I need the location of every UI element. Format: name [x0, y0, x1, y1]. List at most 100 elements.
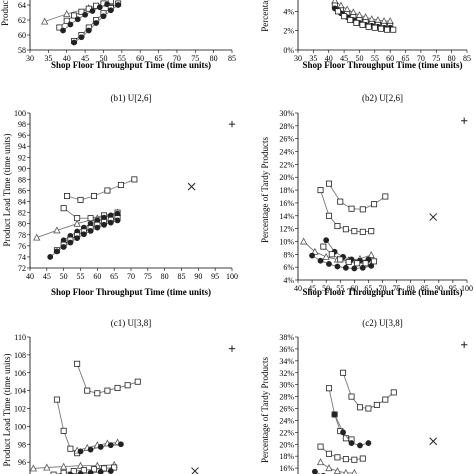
x-tick-label: 50	[322, 284, 330, 293]
data-point	[74, 16, 81, 23]
y-tick-label: 82	[18, 209, 26, 218]
data-point	[78, 8, 85, 15]
data-point	[74, 215, 81, 222]
data-point	[337, 1, 345, 9]
y-tick-label: 102	[14, 405, 26, 414]
data-point	[342, 264, 349, 271]
y-tick-label: 12%	[279, 225, 294, 234]
x-tick-label: 70	[127, 272, 135, 281]
data-point	[60, 244, 67, 250]
x-tick-label: 80	[448, 54, 456, 63]
data-point	[342, 456, 349, 463]
series-1	[74, 360, 141, 397]
data-point	[67, 445, 74, 452]
series-5	[320, 243, 378, 267]
x-tick-label: 35	[309, 54, 317, 63]
series-6	[50, 464, 118, 474]
x-tick-label: 90	[194, 272, 202, 281]
x-tick-label: 60	[386, 54, 394, 63]
x-tick-label: 45	[81, 54, 89, 63]
y-tick-label: 22%	[279, 428, 294, 437]
y-tick-label: 100	[14, 422, 26, 431]
data-point	[67, 239, 74, 246]
data-point	[325, 450, 332, 457]
x-axis-label: Shop Floor Throughput Time (time units)	[303, 60, 463, 70]
y-tick-label: 100	[14, 109, 26, 118]
data-point	[33, 233, 41, 241]
data-point	[349, 8, 357, 16]
data-point	[87, 446, 94, 453]
data-point	[312, 468, 318, 474]
data-point	[117, 181, 124, 188]
series-line	[56, 217, 118, 251]
data-point	[365, 405, 372, 412]
series-5	[316, 458, 358, 474]
data-point	[107, 0, 114, 5]
data-point	[362, 260, 369, 267]
x-tick-label: 100	[226, 272, 238, 281]
data-point	[107, 442, 114, 449]
x-tick-label: 75	[191, 54, 199, 63]
x-tick-label: 65	[364, 284, 372, 293]
data-point	[382, 193, 389, 200]
y-tick-label: 96	[18, 458, 26, 467]
data-point	[111, 464, 118, 471]
data-point	[325, 180, 332, 187]
y-tick-label: 22%	[279, 160, 294, 169]
series-2	[317, 187, 375, 235]
x-tick-label: 35	[44, 54, 52, 63]
data-point	[429, 213, 438, 221]
data-point	[309, 252, 315, 259]
data-point	[107, 7, 114, 14]
series-4	[317, 443, 366, 463]
series-1	[64, 176, 138, 203]
data-point	[351, 228, 358, 235]
x-tick-label: 55	[118, 54, 126, 63]
data-point	[347, 17, 354, 24]
data-point	[368, 228, 375, 235]
data-point	[74, 235, 81, 242]
x-tick-label: 30	[26, 54, 34, 63]
data-point	[74, 360, 81, 367]
series-8	[228, 120, 236, 128]
data-point	[107, 219, 114, 226]
data-point	[87, 469, 94, 474]
y-tick-label: 28%	[279, 122, 294, 131]
data-point	[367, 250, 375, 258]
x-tick-label: 85	[421, 284, 429, 293]
y-tick-label: 72	[18, 264, 26, 273]
series-line	[56, 399, 78, 454]
y-tick-label: 8%	[283, 250, 294, 259]
data-point	[384, 26, 391, 33]
y-tick-label: 24%	[279, 416, 294, 425]
series-8	[191, 467, 199, 474]
data-point	[331, 411, 338, 418]
y-tick-label: 24%	[279, 148, 294, 157]
data-point	[371, 258, 378, 265]
y-tick-label: 34%	[279, 357, 294, 366]
data-point	[80, 231, 87, 238]
series-line	[337, 10, 394, 31]
data-point	[228, 120, 236, 128]
data-point	[60, 27, 66, 34]
data-point	[365, 440, 372, 446]
y-tick-label: 60	[18, 31, 26, 40]
y-tick-label: 58	[18, 46, 26, 55]
data-point	[348, 205, 355, 212]
data-point	[325, 385, 332, 392]
series-line	[66, 178, 135, 201]
data-point	[50, 471, 57, 474]
x-tick-label: 80	[407, 284, 415, 293]
data-point	[311, 247, 319, 255]
data-point	[54, 248, 60, 255]
x-tick-label: 65	[155, 54, 163, 63]
data-point	[359, 206, 366, 213]
x-tick-label: 60	[93, 272, 101, 281]
data-point	[60, 205, 67, 212]
y-axis-label: Product Lead Time (time units)	[2, 134, 12, 247]
data-point	[377, 25, 384, 32]
chart-b1: 40 45 50 55 60 65 70 75 80 85 90 95 100 72 74 76 78 80 82 8…	[2, 93, 238, 297]
data-point	[100, 13, 107, 20]
series-4	[60, 210, 121, 244]
